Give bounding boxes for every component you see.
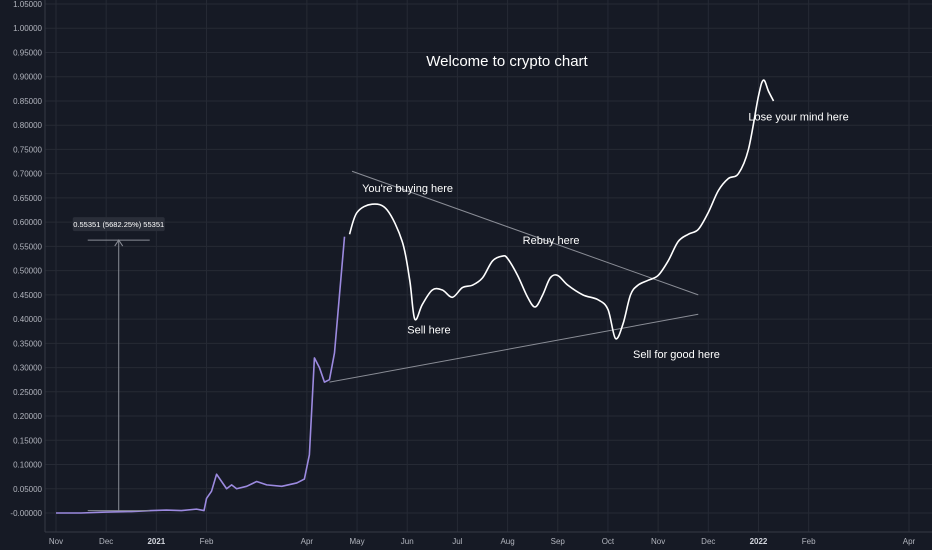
y-tick-label: 0.95000	[13, 48, 42, 57]
x-tick-label: Jun	[401, 537, 414, 546]
x-axis: Nov Dec 2021 Feb Apr May Jun Jul Aug Sep Oct Nov Dec…	[45, 531, 932, 546]
y-tick-label: 0.60000	[13, 218, 42, 227]
y-tick-label: 0.05000	[13, 485, 42, 494]
y-tick-label: 0.65000	[13, 194, 42, 203]
x-tick-label: 2021	[147, 537, 165, 546]
x-tick-label: Feb	[802, 537, 816, 546]
y-tick-label: 0.15000	[13, 436, 42, 445]
y-tick-label: 0.80000	[13, 121, 42, 130]
x-tick-label: Apr	[903, 537, 916, 546]
x-tick-label: Oct	[602, 537, 615, 546]
y-tick-label: 0.75000	[13, 145, 42, 154]
grid	[45, 0, 932, 532]
series-line-1	[56, 236, 346, 514]
y-tick-label: 0.40000	[13, 315, 42, 324]
annotation-3: Rebuy here	[523, 235, 580, 247]
y-tick-label: 0.25000	[13, 388, 42, 397]
x-tick-label: Sep	[551, 537, 566, 546]
y-tick-label: 1.00000	[13, 24, 42, 33]
measure-arrowhead	[114, 239, 124, 247]
x-tick-label: Feb	[200, 537, 214, 546]
measure-label-box	[72, 217, 165, 232]
series	[56, 79, 775, 514]
y-axis: 1.05000 1.00000 0.95000 0.90000 0.85000 0.800…	[10, 0, 46, 532]
trendlines	[329, 170, 699, 383]
y-tick-label: 1.05000	[13, 0, 42, 9]
y-tick-label: 0.30000	[13, 364, 42, 373]
y-tick-label: 0.45000	[13, 291, 42, 300]
x-tick-label: May	[349, 537, 364, 546]
chart-title: Welcome to crypto chart	[426, 53, 588, 70]
trendline-1	[351, 170, 699, 296]
x-tick-label: Jul	[452, 537, 462, 546]
y-tick-label: 0.35000	[13, 339, 42, 348]
measurement-tool: 0.55351 (5682.25%) 55351	[72, 217, 165, 512]
x-tick-label: Aug	[500, 537, 514, 546]
x-tick-label: 2022	[750, 537, 768, 546]
y-tick-label: 0.85000	[13, 97, 42, 106]
annotation-1: You're buying here	[362, 183, 453, 195]
trendline-2	[329, 313, 699, 383]
x-tick-label: Dec	[99, 537, 113, 546]
annotation-2: Sell here	[407, 325, 450, 337]
x-tick-label: Apr	[301, 537, 314, 546]
measure-label: 0.55351 (5682.25%) 55351	[73, 220, 164, 229]
y-tick-label: 0.10000	[13, 461, 42, 470]
y-tick-label: -0.00000	[10, 509, 42, 518]
y-tick-label: 0.90000	[13, 73, 42, 82]
annotation-5: Lose your mind here	[748, 111, 848, 123]
x-tick-label: Dec	[701, 537, 715, 546]
annotations: You're buying here Sell here Rebuy here Sel…	[362, 111, 849, 361]
x-tick-label: Nov	[651, 537, 665, 546]
y-tick-label: 0.50000	[13, 267, 42, 276]
y-tick-label: 0.55000	[13, 242, 42, 251]
y-tick-label: 0.20000	[13, 412, 42, 421]
x-tick-label: Nov	[49, 537, 63, 546]
series-line-2	[348, 79, 775, 340]
y-tick-label: 0.70000	[13, 170, 42, 179]
annotation-4: Sell for good here	[633, 349, 720, 361]
